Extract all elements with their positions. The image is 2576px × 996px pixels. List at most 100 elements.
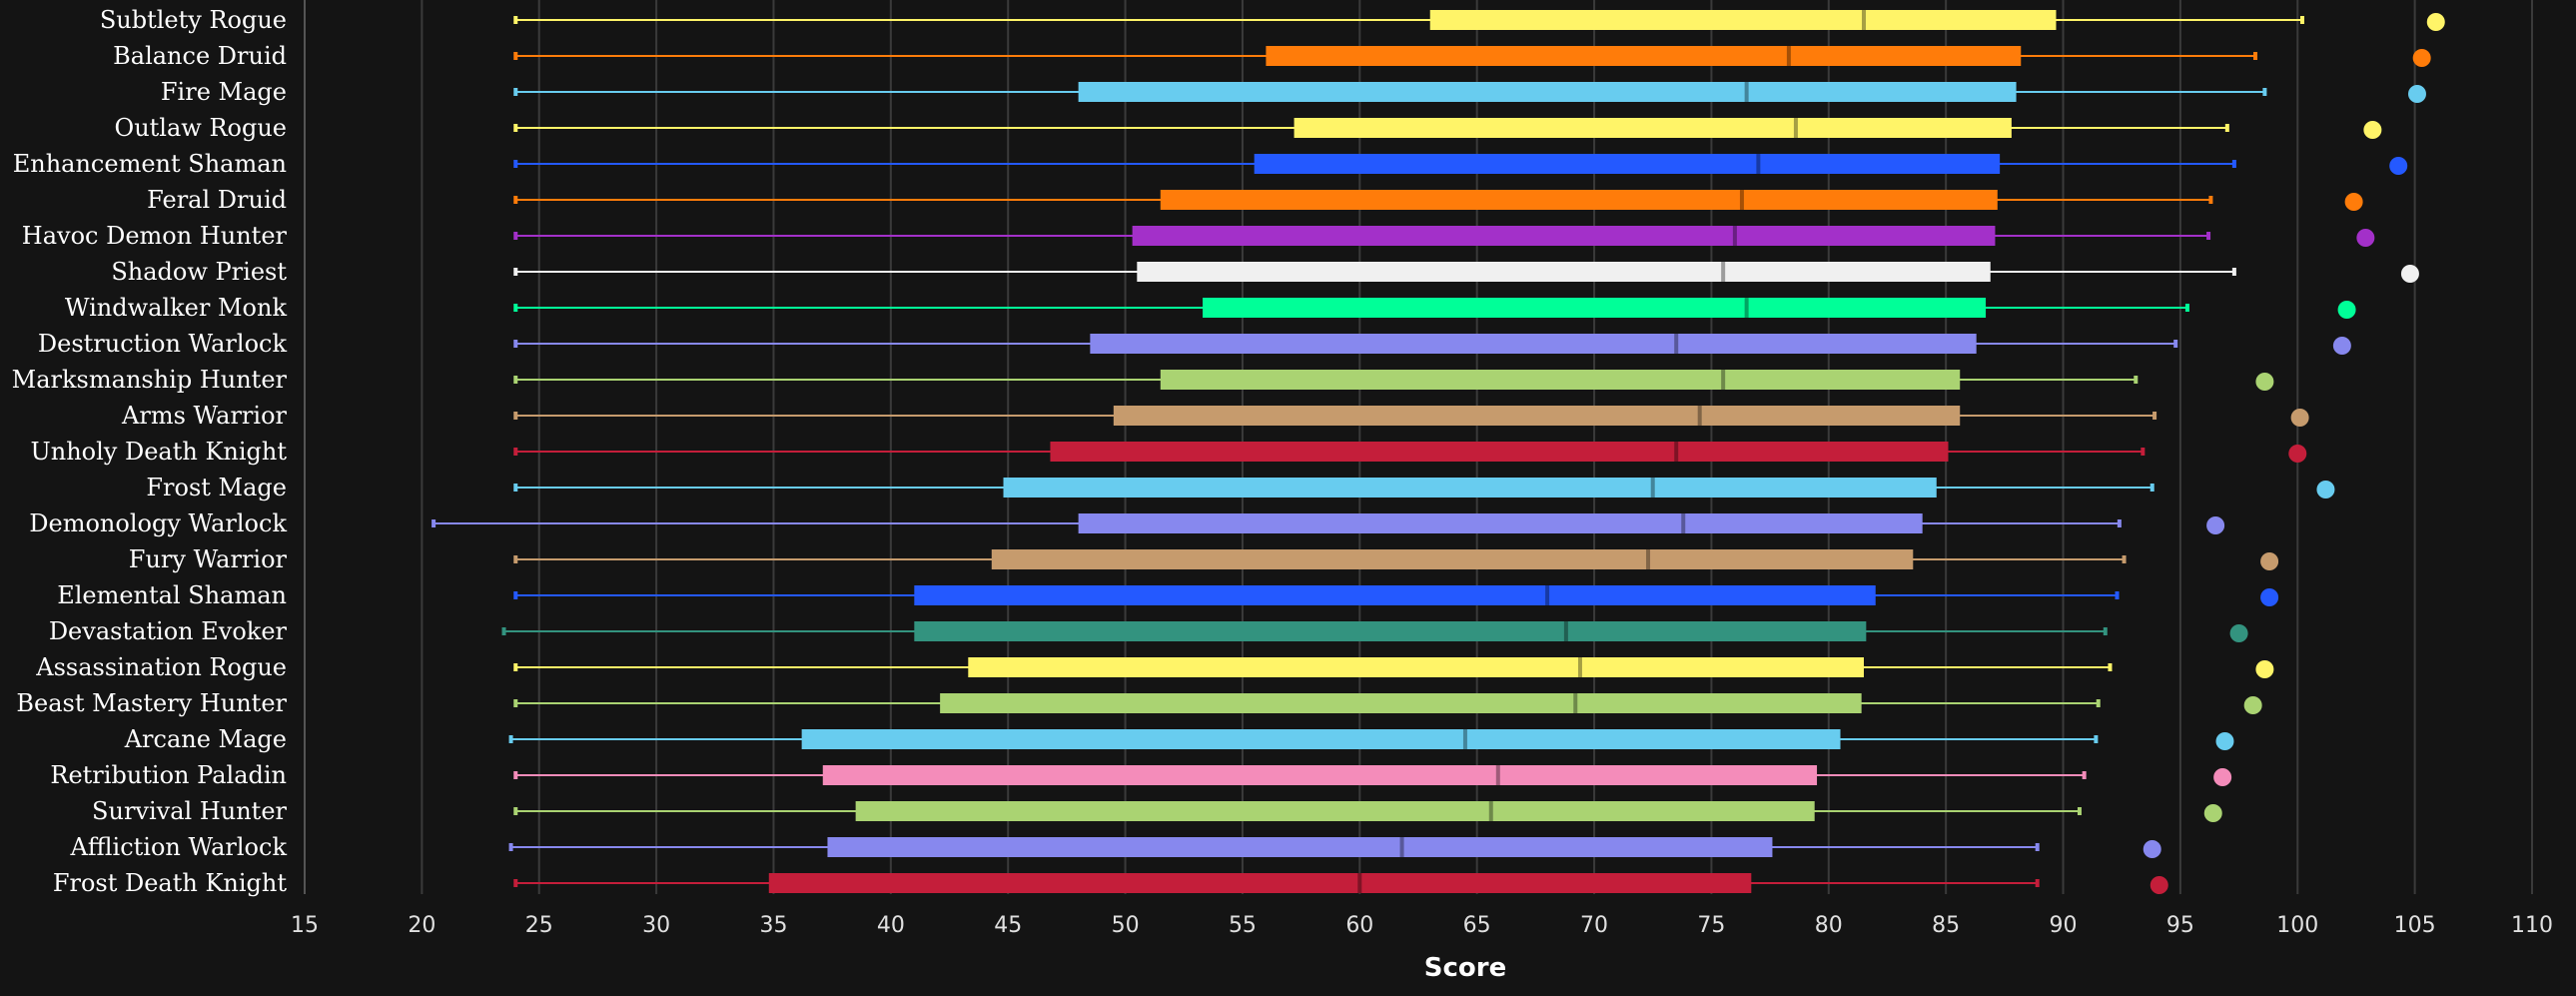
whisker-min-cap bbox=[513, 16, 518, 24]
top-score-point bbox=[2260, 552, 2279, 570]
box-row: Shadow Priest bbox=[111, 258, 2419, 286]
whisker-min-cap bbox=[508, 843, 513, 851]
category-label: Survival Hunter bbox=[92, 797, 287, 825]
whisker-min-cap bbox=[513, 376, 518, 384]
top-score-point bbox=[2149, 876, 2168, 894]
top-score-point bbox=[2337, 301, 2356, 319]
top-score-point bbox=[2229, 624, 2248, 642]
category-label: Feral Druid bbox=[147, 186, 287, 214]
category-label: Frost Death Knight bbox=[53, 869, 288, 897]
category-label: Havoc Demon Hunter bbox=[22, 222, 288, 250]
median-line bbox=[1399, 837, 1404, 857]
x-tick-label: 50 bbox=[1112, 913, 1140, 938]
iqr-box bbox=[822, 765, 1818, 785]
category-label: Fury Warrior bbox=[129, 545, 288, 573]
whisker-max-cap bbox=[2253, 52, 2258, 60]
iqr-box bbox=[768, 873, 1752, 893]
iqr-box bbox=[1090, 334, 1977, 354]
iqr-box bbox=[991, 549, 1914, 569]
iqr-box bbox=[1293, 118, 2012, 138]
x-tick-label: 110 bbox=[2511, 913, 2553, 938]
whisker-min-cap bbox=[513, 196, 518, 204]
box-row: Assassination Rogue bbox=[35, 653, 2274, 681]
box-row: Havoc Demon Hunter bbox=[22, 222, 2375, 250]
whisker-max-cap bbox=[2224, 124, 2229, 132]
box-row: Windwalker Monk bbox=[65, 294, 2356, 322]
iqr-box bbox=[1050, 442, 1949, 462]
top-score-point bbox=[2260, 588, 2279, 606]
iqr-box bbox=[1137, 262, 1991, 282]
whisker-min-cap bbox=[513, 663, 518, 671]
box-row: Affliction Warlock bbox=[69, 833, 2161, 861]
x-tick-label: 80 bbox=[1815, 913, 1843, 938]
box-row: Arcane Mage bbox=[124, 725, 2234, 753]
category-label: Enhancement Shaman bbox=[13, 150, 287, 178]
category-label: Devastation Evoker bbox=[49, 617, 288, 645]
iqr-box bbox=[1078, 82, 2017, 102]
whisker-min-cap bbox=[513, 340, 518, 348]
top-score-point bbox=[2203, 804, 2222, 822]
x-tick-label: 40 bbox=[877, 913, 905, 938]
box-row: Destruction Warlock bbox=[38, 330, 2351, 358]
whisker-max-cap bbox=[2152, 412, 2157, 420]
whisker-max-cap bbox=[2077, 807, 2082, 815]
whisker-min-cap bbox=[513, 807, 518, 815]
whisker-min-cap bbox=[513, 771, 518, 779]
category-label: Windwalker Monk bbox=[65, 294, 288, 322]
median-line bbox=[1732, 226, 1737, 246]
median-line bbox=[1674, 442, 1679, 462]
whisker-min-cap bbox=[513, 160, 518, 168]
whisker-min-cap bbox=[513, 268, 518, 276]
category-label: Unholy Death Knight bbox=[31, 438, 288, 466]
median-line bbox=[1357, 873, 1362, 893]
whisker-min-cap bbox=[513, 484, 518, 492]
whisker-max-cap bbox=[2208, 196, 2213, 204]
whisker-max-cap bbox=[2173, 340, 2178, 348]
category-label: Outlaw Rogue bbox=[115, 114, 287, 142]
iqr-box bbox=[855, 801, 1815, 821]
whisker-min-cap bbox=[508, 735, 513, 743]
x-tick-label: 90 bbox=[2050, 913, 2078, 938]
box-row: Outlaw Rogue bbox=[115, 114, 2382, 142]
x-tick-label: 75 bbox=[1697, 913, 1725, 938]
box-row: Fire Mage bbox=[161, 78, 2426, 106]
category-label: Destruction Warlock bbox=[38, 330, 288, 358]
category-label: Fire Mage bbox=[161, 78, 287, 106]
whisker-min-cap bbox=[501, 627, 506, 635]
x-tick-label: 85 bbox=[1932, 913, 1960, 938]
category-label: Elemental Shaman bbox=[57, 581, 287, 609]
median-line bbox=[1650, 478, 1655, 498]
top-score-point bbox=[2143, 840, 2161, 858]
x-tick-label: 65 bbox=[1463, 913, 1491, 938]
top-score-point bbox=[2255, 660, 2274, 678]
box-row: Unholy Death Knight bbox=[31, 438, 2307, 466]
top-score-point bbox=[2332, 337, 2351, 355]
whisker-max-cap bbox=[2231, 160, 2236, 168]
x-tick-label: 105 bbox=[2394, 913, 2436, 938]
box-row: Balance Druid bbox=[113, 42, 2431, 70]
median-line bbox=[1786, 46, 1791, 66]
whisker-min-cap bbox=[513, 591, 518, 599]
top-score-point bbox=[2215, 732, 2234, 750]
top-score-point bbox=[2412, 49, 2431, 67]
box-row: Retribution Paladin bbox=[50, 761, 2232, 789]
whisker-max-cap bbox=[2103, 627, 2108, 635]
category-label: Assassination Rogue bbox=[35, 653, 287, 681]
whisker-min-cap bbox=[513, 304, 518, 312]
x-tick-label: 55 bbox=[1229, 913, 1257, 938]
whisker-min-cap bbox=[431, 519, 436, 527]
whisker-min-cap bbox=[513, 88, 518, 96]
whisker-min-cap bbox=[513, 124, 518, 132]
category-label: Subtlety Rogue bbox=[100, 6, 287, 34]
whisker-max-cap bbox=[2141, 448, 2146, 456]
x-axis-ticks: 15 20 25 30 35 40 45 50 55 60 65 70 75 80 85 90 95 100 105… bbox=[291, 913, 2553, 938]
iqr-box bbox=[1003, 478, 1937, 498]
top-score-point bbox=[2243, 696, 2262, 714]
category-label: Marksmanship Hunter bbox=[12, 366, 288, 394]
whisker-max-cap bbox=[2262, 88, 2267, 96]
whisker-max-cap bbox=[2299, 16, 2304, 24]
box-row: Feral Druid bbox=[147, 186, 2363, 214]
whisker-min-cap bbox=[513, 448, 518, 456]
box-row: Beast Mastery Hunter bbox=[16, 689, 2262, 717]
category-label: Beast Mastery Hunter bbox=[16, 689, 287, 717]
